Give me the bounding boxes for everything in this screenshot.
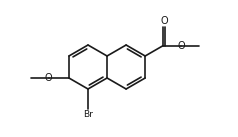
Text: O: O [45, 73, 53, 83]
Text: O: O [178, 41, 185, 51]
Text: O: O [160, 16, 168, 26]
Text: Br: Br [83, 110, 93, 119]
